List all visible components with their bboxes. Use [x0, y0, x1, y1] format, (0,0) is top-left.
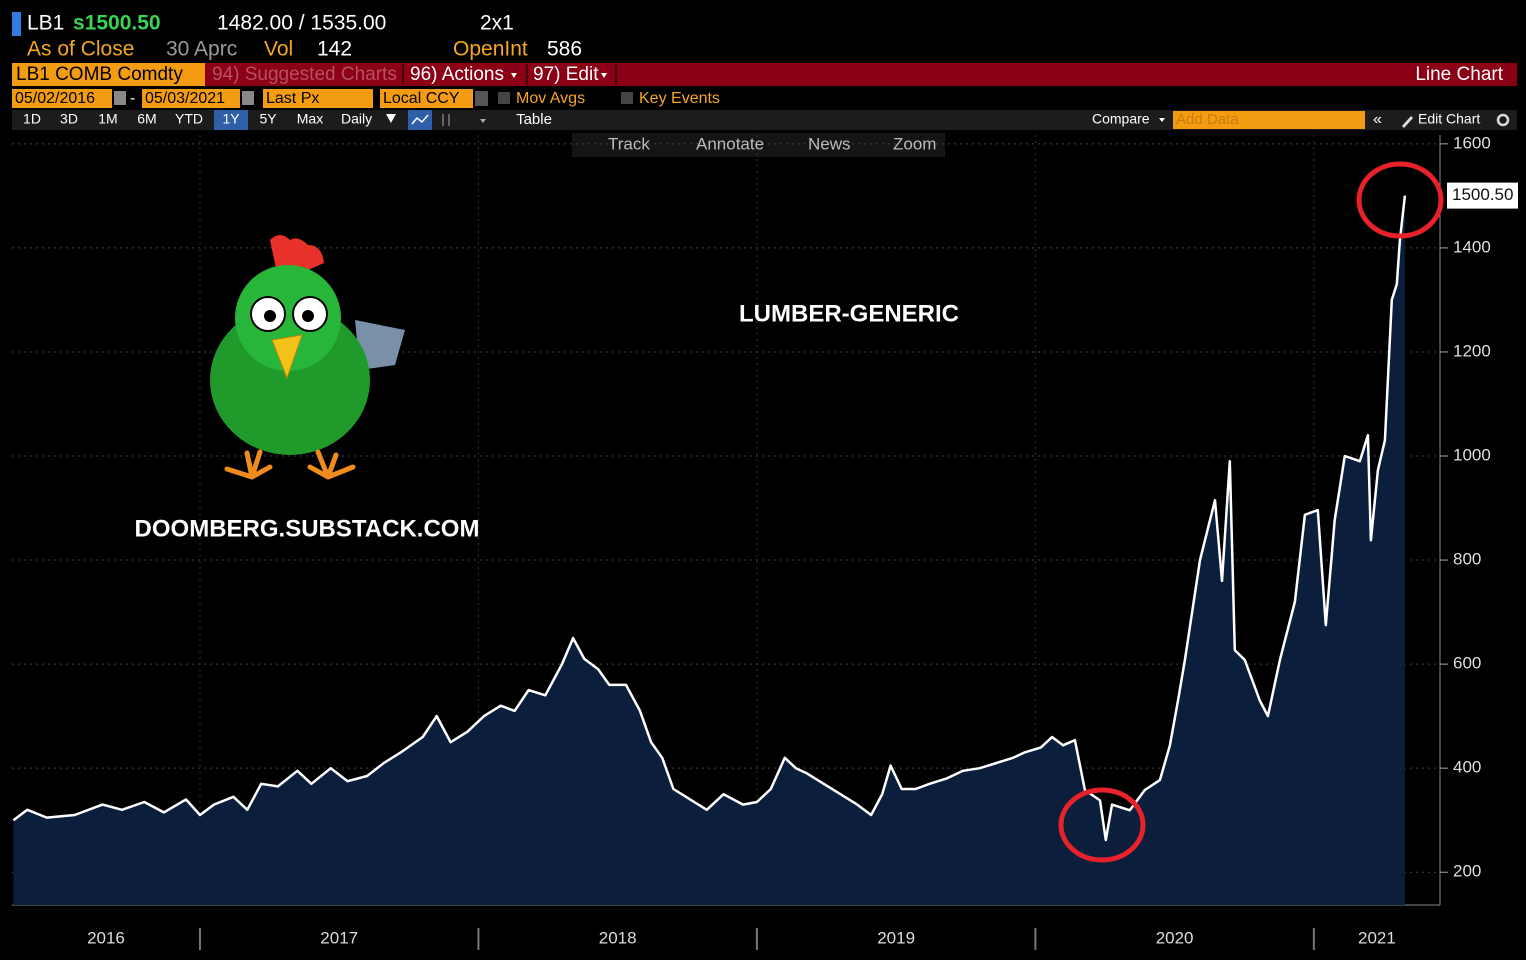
beak: [271, 334, 303, 380]
period-button[interactable]: 5Y: [259, 111, 277, 127]
vol-label: Vol: [264, 38, 293, 61]
bar-icon[interactable]: [442, 114, 450, 126]
key-events[interactable]: Key Events: [639, 90, 720, 107]
x-tick-label: 2021: [1358, 928, 1396, 947]
line-icon: [411, 114, 429, 125]
caret: [601, 73, 607, 78]
size: 2x1: [480, 12, 514, 35]
oi-label: OpenInt: [453, 38, 528, 61]
currency[interactable]: Local CCY: [383, 90, 460, 107]
chart-tool[interactable]: Annotate: [696, 134, 764, 153]
calendar-icon[interactable]: [114, 91, 126, 105]
plot: 200 400 600 800 1000 1200 1400 1600 2016 2017 2018…: [12, 133, 1518, 950]
indicator: [12, 12, 21, 36]
period-button[interactable]: 6M: [137, 111, 156, 127]
security[interactable]: LB1 COMB Comdty: [16, 64, 183, 85]
x-tick-label: 2017: [320, 928, 358, 947]
caret: [386, 114, 396, 123]
x-tick-label: 2020: [1156, 928, 1194, 947]
compare[interactable]: Compare: [1092, 111, 1150, 127]
y-tick-label: 1400: [1453, 237, 1491, 256]
line: [12, 195, 1407, 842]
last-price: s1500.50: [73, 12, 161, 35]
field-box[interactable]: [263, 89, 373, 108]
y-tick-label: 800: [1453, 550, 1481, 569]
head: [235, 265, 341, 371]
caret: [1159, 118, 1165, 122]
caret: [511, 73, 517, 78]
start-date[interactable]: 05/02/2016: [15, 90, 95, 107]
mascot: [210, 235, 405, 480]
pencil-icon: [1402, 116, 1413, 128]
period-button[interactable]: 3D: [60, 111, 78, 127]
bid-ask: 1482.00 / 1535.00: [217, 12, 386, 35]
y-tick-label: 1600: [1453, 133, 1491, 152]
end-date[interactable]: 05/03/2021: [145, 90, 225, 107]
checkbox[interactable]: [498, 92, 510, 104]
start-date-box[interactable]: [12, 89, 112, 108]
chart-title: LUMBER-GENERIC: [739, 300, 959, 327]
field[interactable]: Last Px: [266, 90, 319, 107]
period-button[interactable]: 1M: [98, 111, 117, 127]
watermark: DOOMBERG.SUBSTACK.COM: [135, 515, 480, 542]
caret: [480, 119, 486, 123]
wing: [355, 320, 405, 370]
y-tick-label: 600: [1453, 654, 1481, 673]
last-value-box: [1447, 182, 1518, 209]
chart-tool[interactable]: Zoom: [893, 134, 936, 153]
active-period: [214, 110, 248, 130]
chart-type: Line Chart: [1415, 64, 1503, 85]
dash: -: [130, 90, 135, 107]
period-button[interactable]: YTD: [175, 111, 203, 127]
edit[interactable]: 97) Edit: [533, 64, 599, 85]
oi: 586: [547, 38, 582, 61]
y-tick-label: 400: [1453, 758, 1481, 777]
menu-bar: [205, 63, 1517, 86]
x-tick-label: 2018: [599, 928, 637, 947]
x-tick-label: 2019: [877, 928, 915, 947]
mov-avgs[interactable]: Mov Avgs: [516, 90, 585, 107]
y-tick-label: 1000: [1453, 445, 1491, 464]
suggested-charts[interactable]: 94) Suggested Charts: [212, 64, 397, 85]
y-tick-label: 1200: [1453, 341, 1491, 360]
y-tick-label: 200: [1453, 862, 1481, 881]
frequency[interactable]: Daily: [341, 111, 372, 127]
vol: 142: [317, 38, 352, 61]
actions[interactable]: 96) Actions: [410, 64, 504, 85]
area: [13, 195, 1405, 906]
as-of: As of Close: [27, 38, 134, 61]
feet: [224, 449, 356, 480]
calendar-icon[interactable]: [242, 91, 254, 105]
table-button[interactable]: Table: [516, 111, 552, 128]
end-date-box[interactable]: [142, 89, 240, 108]
chart-tool[interactable]: News: [808, 134, 851, 153]
add-data-box[interactable]: [1173, 111, 1365, 129]
highlight-circle: [1058, 787, 1146, 863]
ticker: LB1: [27, 12, 64, 35]
period-button[interactable]: 1D: [23, 111, 41, 127]
edit-chart[interactable]: Edit Chart: [1418, 111, 1480, 127]
last-value-label: 1500.50: [1452, 185, 1513, 204]
pupil: [264, 310, 276, 322]
dropdown[interactable]: [475, 91, 488, 106]
collapse[interactable]: «: [1373, 111, 1382, 128]
pupil: [302, 310, 314, 322]
checkbox[interactable]: [621, 92, 633, 104]
security-box[interactable]: [12, 63, 205, 86]
chart-tools: [572, 133, 945, 157]
period-button[interactable]: 1Y: [222, 111, 240, 127]
period-button[interactable]: Max: [297, 111, 323, 127]
highlight-circle: [1356, 161, 1444, 239]
x-tick-label: 2016: [87, 928, 125, 947]
settings-icon[interactable]: [1496, 113, 1510, 127]
date: 30 Aprc: [166, 38, 237, 61]
currency-box[interactable]: [380, 89, 473, 108]
add-data[interactable]: Add Data: [1176, 111, 1239, 128]
chart-tool[interactable]: Track: [608, 134, 650, 153]
